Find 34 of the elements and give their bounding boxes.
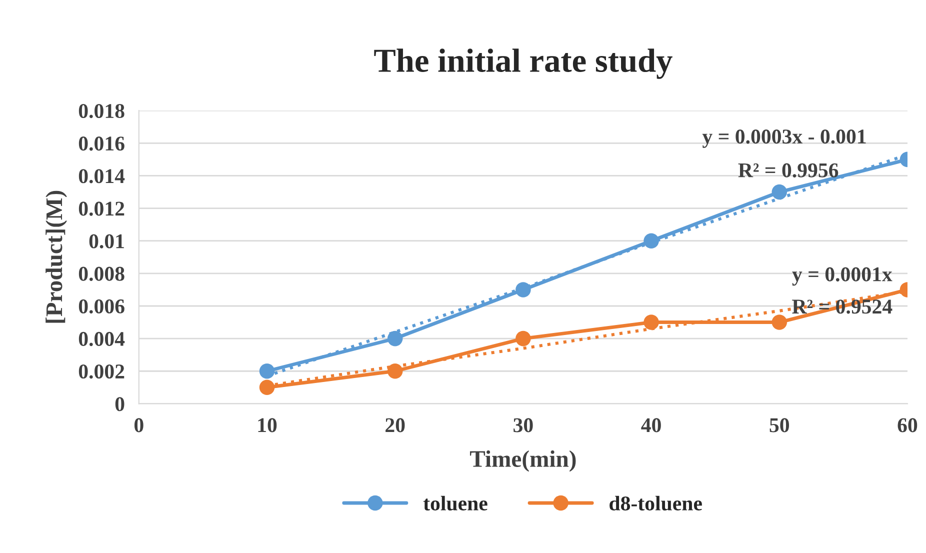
y-tick-label: 0.01 [89, 234, 124, 248]
point [644, 314, 659, 330]
x-tick-label: 40 [641, 418, 661, 432]
annotation: y = 0.0001x [792, 267, 892, 286]
y-tick-label: 0.016 [78, 136, 124, 151]
legend-label: toluene [423, 496, 488, 511]
y-tick-label: 0.018 [78, 104, 124, 118]
x-tick-label: 10 [258, 418, 277, 432]
x-tick-label: 60 [898, 418, 918, 432]
point [516, 330, 531, 346]
x-tick-label: 20 [386, 418, 405, 432]
x-tick-label: 0 [134, 418, 144, 432]
point [772, 184, 788, 200]
legend-label: d8-toluene [610, 496, 702, 511]
point [259, 380, 275, 396]
y-tick-label: 0.006 [78, 299, 124, 314]
point [387, 330, 403, 346]
chart-title: The initial rate study [374, 48, 672, 79]
x-tick-label: 30 [514, 418, 533, 432]
point [772, 314, 788, 330]
y-axis-title: [Product](M) [46, 190, 68, 323]
annotation: R² = 0.9524 [792, 300, 892, 314]
annotation: R² = 0.9956 [738, 163, 838, 178]
x-axis-title: Time(min) [470, 450, 576, 472]
y-tick-label: 0 [115, 397, 124, 412]
x-tick-label: 50 [770, 418, 790, 432]
point [387, 363, 403, 379]
y-tick-label: 0.002 [78, 364, 124, 379]
y-tick-label: 0.004 [78, 332, 125, 346]
point [259, 363, 275, 379]
y-tick-label: 0.012 [78, 202, 124, 216]
y-tick-label: 0.008 [78, 266, 124, 281]
annotation: y = 0.0003x - 0.001 [702, 130, 866, 148]
y-tick-label: 0.014 [78, 169, 125, 184]
